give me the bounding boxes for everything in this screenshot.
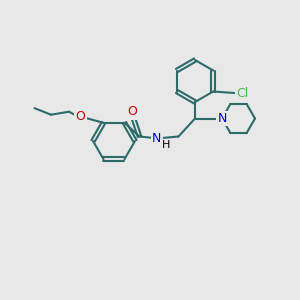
Text: H: H [161,140,170,151]
Text: N: N [152,131,161,145]
Text: N: N [217,112,227,125]
Text: Cl: Cl [236,86,249,100]
Text: O: O [127,105,137,119]
Text: O: O [76,110,85,123]
